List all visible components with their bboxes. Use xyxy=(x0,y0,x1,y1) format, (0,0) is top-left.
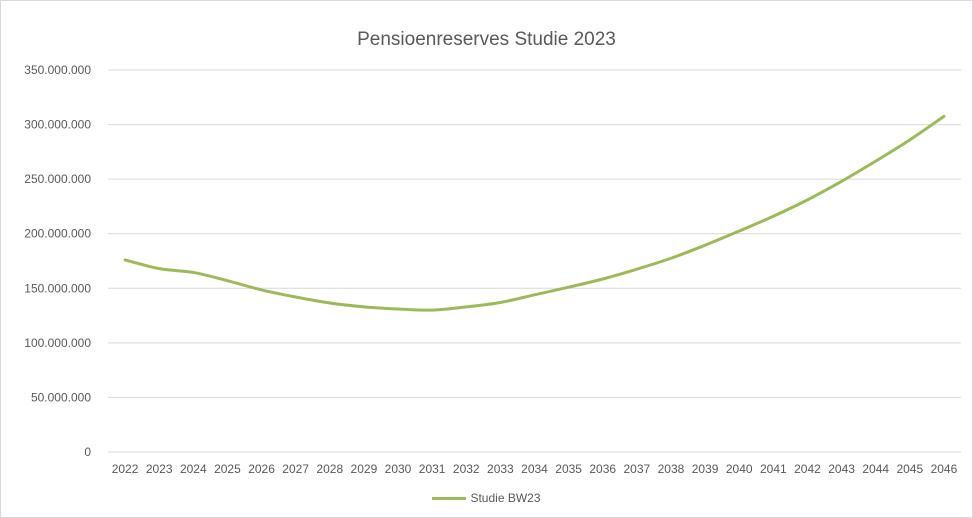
x-tick-label: 2041 xyxy=(760,462,787,476)
x-tick-label: 2045 xyxy=(896,462,923,476)
x-axis-ticks: 2022 2023 2024 2025 2026 2027 2028 2029 2030 2031… xyxy=(112,462,958,476)
x-tick-label: 2044 xyxy=(862,462,889,476)
x-tick-label: 2029 xyxy=(351,462,378,476)
y-tick-label: 0 xyxy=(84,445,91,459)
x-tick-label: 2042 xyxy=(794,462,821,476)
x-tick-label: 2030 xyxy=(385,462,412,476)
legend-swatch xyxy=(432,496,467,500)
x-tick-label: 2024 xyxy=(180,462,207,476)
x-tick-label: 2046 xyxy=(931,462,958,476)
series-layer xyxy=(123,114,946,312)
x-tick-label: 2022 xyxy=(112,462,139,476)
x-tick-label: 2027 xyxy=(282,462,309,476)
x-tick-label: 2034 xyxy=(521,462,548,476)
legend: Studie BW23 xyxy=(1,491,972,505)
x-tick-label: 2028 xyxy=(316,462,343,476)
x-tick-label: 2031 xyxy=(419,462,446,476)
y-tick-label: 250.000.000 xyxy=(24,172,91,186)
gridlines xyxy=(108,69,961,453)
x-tick-label: 2023 xyxy=(146,462,173,476)
x-tick-label: 2037 xyxy=(624,462,651,476)
y-tick-label: 50.000.000 xyxy=(31,390,91,404)
x-tick-label: 2032 xyxy=(453,462,480,476)
x-tick-label: 2039 xyxy=(692,462,719,476)
x-tick-label: 2033 xyxy=(487,462,514,476)
x-tick-label: 2038 xyxy=(658,462,685,476)
x-tick-label: 2043 xyxy=(828,462,855,476)
x-tick-label: 2035 xyxy=(555,462,582,476)
y-tick-label: 200.000.000 xyxy=(24,227,91,241)
legend-label: Studie BW23 xyxy=(470,491,541,505)
y-tick-label: 350.000.000 xyxy=(24,63,91,77)
series-line xyxy=(123,114,946,312)
chart-title: Pensioenreserves Studie 2023 xyxy=(357,29,616,50)
x-tick-label: 2025 xyxy=(214,462,241,476)
y-tick-label: 100.000.000 xyxy=(24,336,91,350)
x-tick-label: 2026 xyxy=(248,462,275,476)
x-tick-label: 2036 xyxy=(589,462,616,476)
y-axis-ticks: 0 50.000.000 100.000.000 150.000.000 200.000… xyxy=(24,63,91,459)
y-tick-label: 150.000.000 xyxy=(24,281,91,295)
x-tick-label: 2040 xyxy=(726,462,753,476)
y-tick-label: 300.000.000 xyxy=(24,118,91,132)
